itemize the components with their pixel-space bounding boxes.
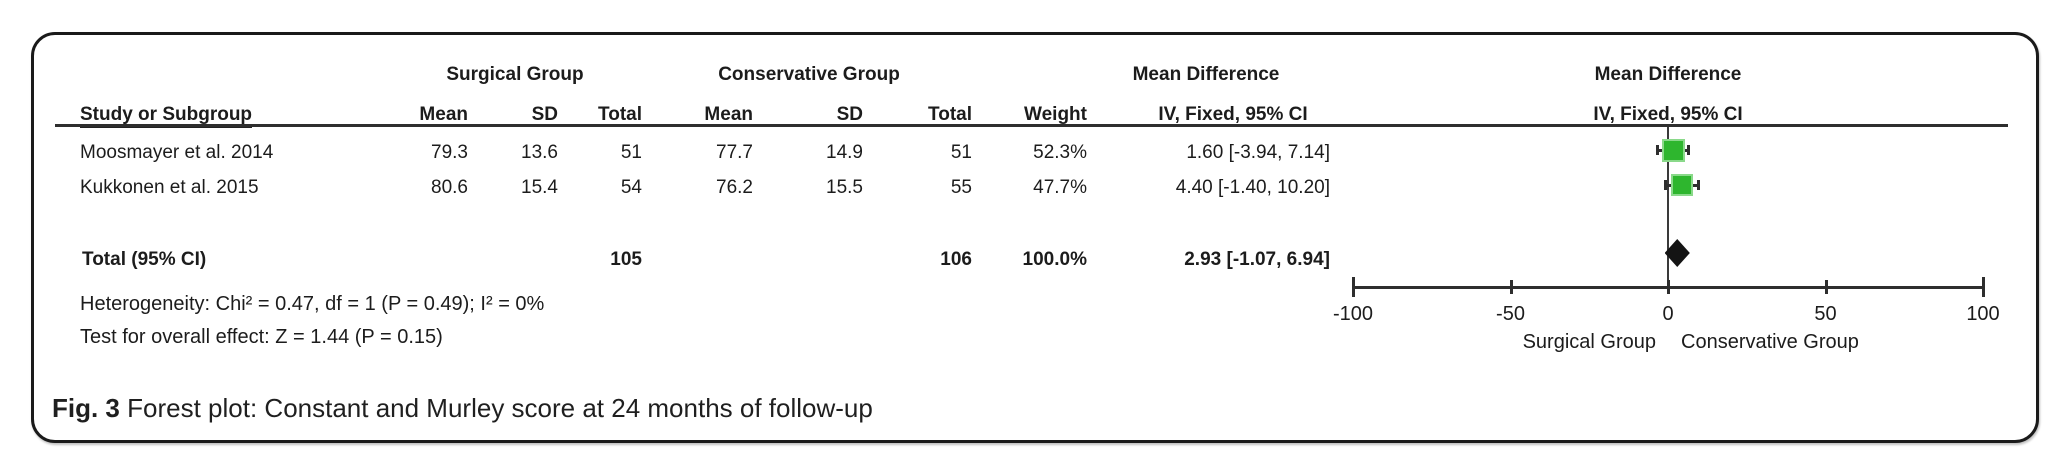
axis-right-group-label: Conservative Group	[1681, 331, 1859, 353]
weight-cell: 47.7%	[1033, 177, 1087, 198]
conservative-group-header: Conservative Group	[718, 64, 900, 85]
weight-square-marker	[1661, 138, 1685, 162]
ci-cap-right	[1697, 180, 1701, 190]
ci-cap-left	[1655, 145, 1659, 155]
axis-tick	[1667, 280, 1670, 294]
conservative-mean-header: Mean	[704, 104, 753, 125]
conservative-total-header: Total	[928, 104, 972, 125]
surgical-mean-cell: 80.6	[431, 177, 468, 198]
study-column-header: Study or Subgroup	[80, 104, 253, 128]
zero-effect-line	[1667, 127, 1669, 289]
total-conservative-n: 106	[940, 249, 972, 270]
conservative-sd-cell: 15.5	[826, 177, 863, 198]
total-surgical-n: 105	[610, 249, 642, 270]
surgical-mean-cell: 79.3	[431, 142, 468, 163]
surgical-total-header: Total	[598, 104, 642, 125]
ci-column-header: IV, Fixed, 95% CI	[1158, 104, 1308, 125]
heterogeneity-stats: Heterogeneity: Chi² = 0.47, df = 1 (P = …	[80, 293, 545, 315]
study-name: Moosmayer et al. 2014	[80, 142, 274, 163]
axis-tick-label: 50	[1814, 303, 1837, 325]
ci-cell: 4.40 [-1.40, 10.20]	[1175, 177, 1330, 198]
surgical-sd-cell: 15.4	[521, 177, 558, 198]
total-row-label: Total (95% CI)	[82, 249, 207, 270]
ci-cap-left	[1663, 180, 1667, 190]
overall-effect-test: Test for overall effect: Z = 1.44 (P = 0…	[80, 326, 443, 348]
conservative-sd-cell: 14.9	[826, 142, 863, 163]
axis-tick-label: 100	[1966, 303, 2000, 325]
axis-tick	[1509, 280, 1513, 294]
mean-difference-plot-header: Mean Difference	[1594, 64, 1742, 85]
ci-cap-right	[1687, 145, 1691, 155]
axis-tick	[1352, 277, 1355, 297]
ci-cell: 1.60 [-3.94, 7.14]	[1186, 142, 1330, 163]
figure-border-card	[31, 32, 2039, 443]
surgical-sd-header: SD	[531, 104, 558, 125]
axis-tick-label: -100	[1332, 303, 1374, 325]
conservative-mean-cell: 76.2	[716, 177, 753, 198]
figure-caption-text: Forest plot: Constant and Murley score a…	[127, 393, 873, 423]
axis-tick-label: -50	[1496, 303, 1525, 325]
mean-difference-header: Mean Difference	[1132, 64, 1280, 85]
axis-tick-label: 0	[1662, 303, 1674, 325]
surgical-group-header: Surgical Group	[446, 64, 584, 85]
ci-plot-column-header: IV, Fixed, 95% CI	[1593, 104, 1743, 125]
figure-caption-label: Fig. 3	[52, 393, 120, 423]
total-ci: 2.93 [-1.07, 6.94]	[1184, 249, 1330, 270]
conservative-total-cell: 51	[950, 142, 972, 163]
axis-left-group-label: Surgical Group	[1522, 331, 1656, 353]
surgical-mean-header: Mean	[419, 104, 468, 125]
conservative-sd-header: SD	[836, 104, 863, 125]
weight-cell: 52.3%	[1033, 142, 1087, 163]
surgical-total-cell: 54	[620, 177, 642, 198]
axis-tick	[1824, 280, 1828, 294]
conservative-mean-cell: 77.7	[716, 142, 753, 163]
axis-tick	[1982, 277, 1985, 297]
surgical-total-cell: 51	[620, 142, 642, 163]
figure-caption: Fig. 3 Forest plot: Constant and Murley …	[52, 393, 873, 424]
conservative-total-cell: 55	[950, 177, 972, 198]
total-weight: 100.0%	[1022, 249, 1087, 270]
header-rule	[55, 124, 2008, 127]
study-name: Kukkonen et al. 2015	[80, 177, 259, 198]
surgical-sd-cell: 13.6	[521, 142, 558, 163]
weight-square-marker	[1670, 174, 1693, 196]
weight-header: Weight	[1024, 104, 1087, 125]
